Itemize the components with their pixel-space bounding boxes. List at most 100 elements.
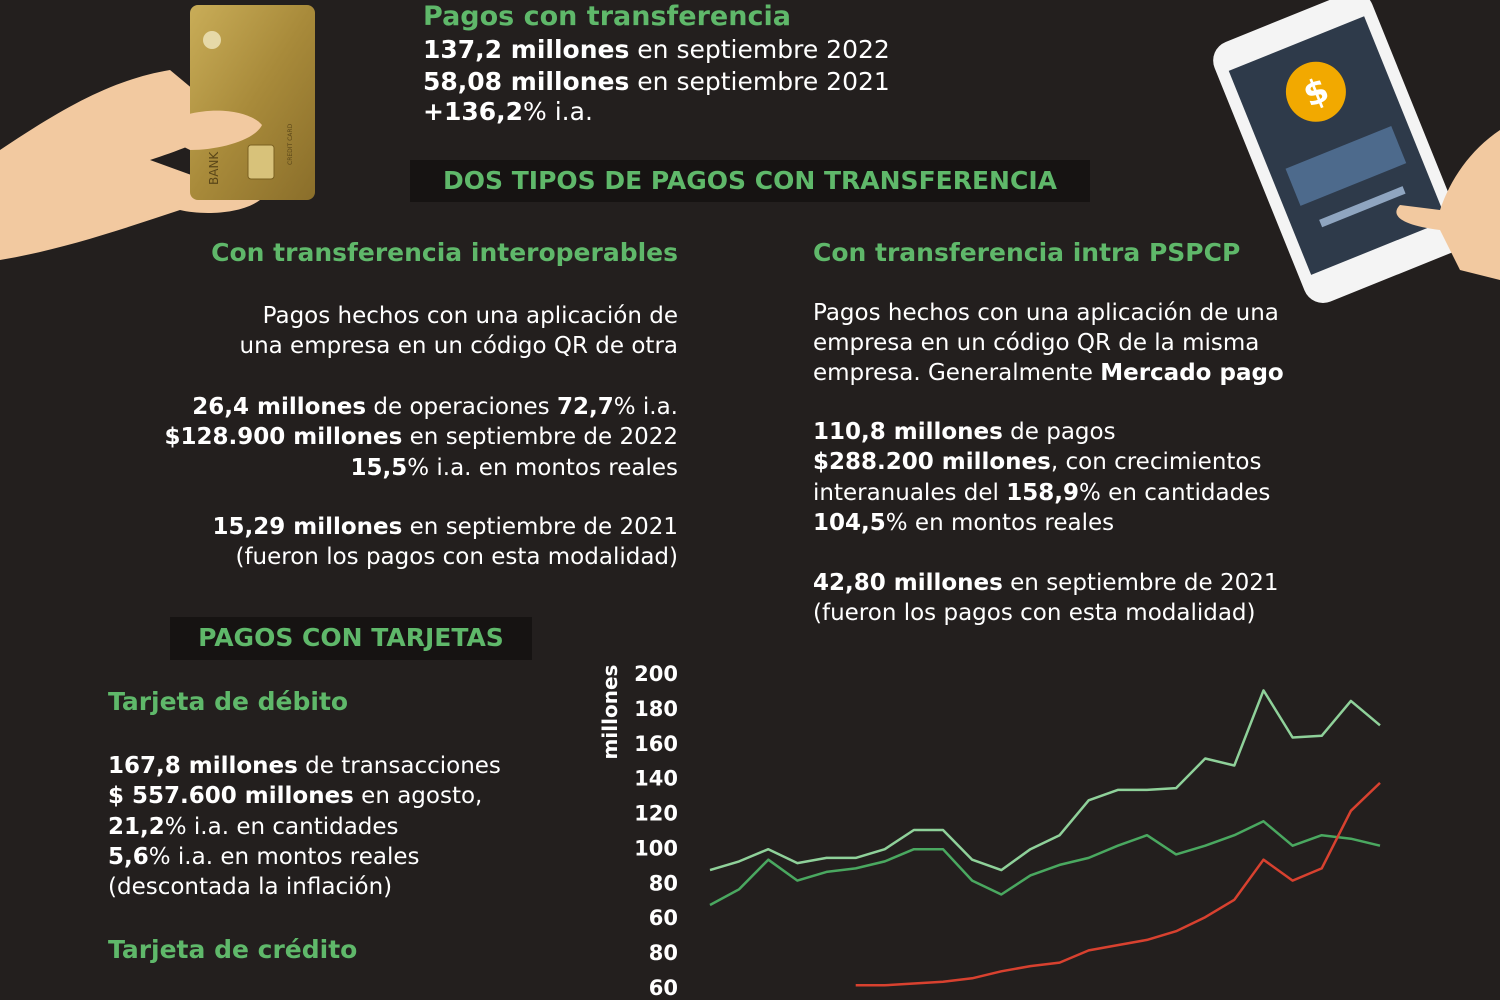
text-line: 42,80 millones en septiembre de 2021	[813, 568, 1279, 598]
bold-text: $ 557.600 millones	[108, 783, 354, 809]
phone-screen	[1228, 16, 1447, 275]
thumb	[150, 110, 262, 150]
bold-text: 104,5	[813, 510, 886, 536]
section-heading: Con transferencia intra PSPCP	[813, 238, 1241, 267]
text-line: una empresa en un código QR de otra	[240, 331, 679, 361]
text: en septiembre 2021	[629, 67, 890, 96]
text: % i.a. en montos reales	[407, 455, 678, 481]
card-logo	[203, 31, 221, 49]
text: % i.a. en montos reales	[148, 844, 420, 870]
text-line: 110,8 millones de pagos	[813, 417, 1116, 447]
card-chip	[247, 144, 275, 180]
text: en septiembre de 2021	[1002, 570, 1279, 596]
text-line: 167,8 millones de transacciones	[108, 751, 501, 781]
text: , con crecimientos	[1050, 449, 1262, 475]
text-line: 58,08 millones en septiembre 2021	[423, 67, 890, 97]
bold-text: 167,8 millones	[108, 753, 298, 779]
text-line: 21,2% i.a. en cantidades	[108, 812, 399, 842]
text-line: (fueron los pagos con esta modalidad)	[235, 542, 678, 572]
hand-right	[1396, 130, 1500, 280]
bold-text: 137,2 millones	[423, 35, 630, 64]
text: una empresa en un código QR de otra	[239, 333, 679, 359]
text-line: 5,6% i.a. en montos reales	[108, 842, 420, 872]
bold-text: Mercado pago	[1100, 360, 1284, 386]
text: Pagos hechos con una aplicación de una	[813, 300, 1279, 326]
text: % en montos reales	[885, 510, 1115, 536]
y-tick-label: 80	[649, 941, 678, 965]
bold-text: 42,80 millones	[813, 570, 1003, 596]
text-line: 15,29 millones en septiembre de 2021	[213, 512, 679, 542]
text-line: (fueron los pagos con esta modalidad)	[813, 598, 1256, 628]
text: % i.a. en cantidades	[164, 814, 399, 840]
text: en septiembre de 2021	[402, 514, 678, 540]
text-line: $ 557.600 millones en agosto,	[108, 781, 482, 811]
banner: DOS TIPOS DE PAGOS CON TRANSFERENCIA	[410, 160, 1090, 202]
banner: PAGOS CON TARJETAS	[170, 617, 532, 660]
text: (fueron los pagos con esta modalidad)	[813, 600, 1256, 626]
card	[190, 5, 315, 200]
bold-text: 58,08 millones	[423, 67, 630, 96]
y-tick-label: 60	[649, 906, 678, 930]
text-line: 104,5% en montos reales	[813, 508, 1114, 538]
text-line: 137,2 millones en septiembre 2022	[423, 35, 890, 65]
text: en agosto,	[353, 783, 483, 809]
phone: $	[1213, 0, 1464, 304]
bold-text: $128.900 millones	[164, 424, 403, 450]
bold-text: +136,2	[423, 97, 524, 126]
bold-text: 5,6	[108, 844, 149, 870]
text-line: empresa. Generalmente Mercado pago	[813, 358, 1284, 388]
text: de operaciones	[366, 394, 557, 420]
text-line: Pagos hechos con una aplicación de	[263, 301, 678, 331]
text-line: $288.200 millones, con crecimientos	[813, 447, 1261, 477]
section-heading: Tarjeta de crédito	[108, 935, 358, 964]
text: (fueron los pagos con esta modalidad)	[235, 544, 678, 570]
y-tick-label: 200	[634, 662, 678, 686]
text-line: empresa en un código QR de la misma	[813, 328, 1259, 358]
text: (descontada la inflación)	[108, 874, 393, 900]
text: % en cantidades	[1079, 480, 1271, 506]
bold-text: 110,8 millones	[813, 419, 1003, 445]
text-line: (descontada la inflación)	[108, 872, 392, 902]
coin	[1285, 61, 1346, 122]
screen-card	[1285, 126, 1407, 206]
text-line: $128.900 millones en septiembre de 2022	[164, 422, 678, 452]
data-line	[855, 781, 1381, 987]
bold-text: 72,7	[556, 394, 614, 420]
bold-text: 26,4 millones	[192, 394, 367, 420]
text: empresa. Generalmente	[813, 360, 1101, 386]
data-line	[709, 820, 1381, 907]
text: Pagos hechos con una aplicación de	[262, 303, 678, 329]
text: % i.a.	[523, 97, 593, 126]
text-line: 15,5% i.a. en montos reales	[350, 453, 678, 483]
text: interanuales del	[813, 480, 1007, 506]
y-tick-label: 120	[634, 802, 678, 826]
text-line: 26,4 millones de operaciones 72,7% i.a.	[192, 392, 678, 422]
text-line: interanuales del 158,9% en cantidades	[813, 478, 1270, 508]
bold-text: 15,29 millones	[212, 514, 403, 540]
y-tick-label: 80	[649, 871, 678, 895]
bold-text: $288.200 millones	[813, 449, 1051, 475]
y-tick-label: 140	[634, 767, 678, 791]
text: empresa en un código QR de la misma	[813, 330, 1260, 356]
text: de pagos	[1002, 419, 1116, 445]
text: en septiembre 2022	[629, 35, 890, 64]
header-title: Pagos con transferencia	[423, 1, 791, 32]
data-line	[709, 689, 1381, 872]
card-bank: BANK	[207, 151, 221, 185]
y-tick-label: 180	[634, 697, 678, 721]
y-tick-label: 160	[634, 732, 678, 756]
y-tick-label: 100	[634, 836, 678, 860]
text-line: +136,2% i.a.	[423, 97, 593, 127]
y-tick-label: 60	[649, 976, 678, 1000]
section-heading: Con transferencia interoperables	[211, 238, 678, 267]
bold-text: 15,5	[350, 455, 408, 481]
text: % i.a.	[613, 394, 678, 420]
y-axis-label: millones	[598, 665, 622, 760]
bold-text: 21,2	[108, 814, 165, 840]
text-line: Pagos hechos con una aplicación de una	[813, 298, 1279, 328]
card-type: CREDIT CARD	[287, 123, 294, 165]
text: en septiembre de 2022	[402, 424, 678, 450]
section-heading: Tarjeta de débito	[108, 687, 349, 716]
text: de transacciones	[297, 753, 501, 779]
